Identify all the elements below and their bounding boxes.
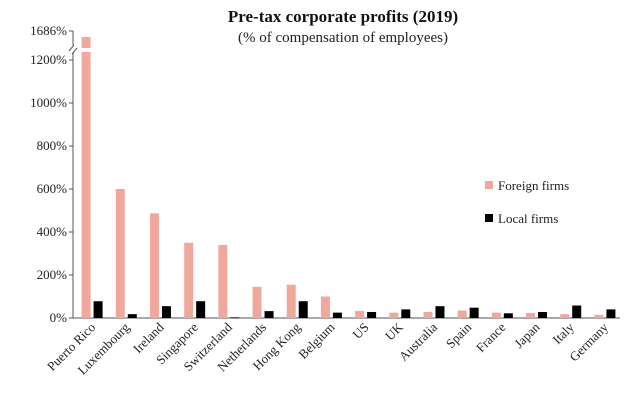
bar-foreign-japan	[526, 313, 536, 318]
bar-local-australia	[435, 306, 445, 318]
bar-local-us	[367, 311, 377, 318]
legend-label: Local firms	[498, 211, 558, 226]
bar-local-hong-kong	[298, 301, 308, 318]
bar-local-italy	[572, 305, 582, 318]
y-tick-label: 400%	[37, 224, 68, 239]
y-tick-label: 1200%	[30, 52, 67, 67]
bar-foreign-hong-kong	[286, 284, 296, 318]
bar-local-japan	[538, 311, 548, 318]
legend-swatch	[485, 214, 493, 222]
legend-label: Foreign firms	[498, 178, 569, 193]
bar-foreign-belgium	[320, 296, 330, 318]
y-tick-label: 200%	[37, 267, 68, 282]
category-label: Belgium	[295, 320, 337, 362]
category-label: Germany	[566, 319, 611, 364]
y-tick-label: 800%	[37, 138, 68, 153]
bar-local-spain	[469, 307, 479, 318]
bar-foreign-netherlands	[252, 286, 262, 318]
bar-local-germany	[606, 309, 616, 318]
category-label: Italy	[549, 319, 577, 347]
bar-foreign-singapore	[184, 242, 194, 318]
axis-break-symbol	[68, 44, 78, 55]
bar-local-switzerland	[230, 317, 240, 319]
bar-foreign-france	[491, 312, 501, 318]
bar-foreign-switzerland	[218, 244, 228, 318]
bar-local-singapore	[196, 301, 206, 318]
legend-swatch	[485, 181, 493, 189]
y-tick-label: 600%	[37, 181, 68, 196]
bar-local-belgium	[332, 312, 342, 318]
bar-foreign-italy	[560, 314, 570, 318]
bar-foreign-luxembourg	[115, 189, 125, 318]
bar-local-ireland	[161, 306, 171, 318]
bar-local-puerto-rico	[93, 301, 103, 318]
y-tick-label: 0%	[50, 310, 68, 325]
category-labels: Puerto RicoLuxembourgIrelandSingaporeSwi…	[44, 319, 611, 377]
category-label: US	[349, 320, 371, 342]
bar-foreign-germany	[594, 314, 604, 318]
bar-local-france	[503, 313, 513, 318]
category-label: France	[473, 319, 509, 355]
legend: Foreign firms Local firms	[485, 178, 569, 226]
bar-break-gap	[80, 48, 92, 52]
bar-foreign-ireland	[149, 213, 159, 318]
bar-foreign-us	[355, 310, 365, 318]
chart-title: Pre-tax corporate profits (2019)	[228, 7, 458, 26]
bar-local-uk	[401, 309, 411, 318]
bar-foreign-puerto-rico	[81, 37, 91, 318]
category-label: Japan	[511, 319, 543, 351]
category-label: Australia	[396, 319, 440, 363]
bar-local-netherlands	[264, 311, 274, 318]
bar-foreign-spain	[457, 310, 467, 318]
bar-local-luxembourg	[127, 314, 137, 318]
bar-foreign-uk	[389, 312, 399, 318]
category-label: UK	[382, 319, 406, 343]
y-break-label: 1686%	[30, 23, 67, 38]
y-tick-label: 1000%	[30, 95, 67, 110]
chart-subtitle: (% of compensation of employees)	[238, 30, 448, 46]
bar-foreign-australia	[423, 311, 433, 318]
category-label: Spain	[443, 319, 475, 351]
bars	[80, 37, 616, 319]
